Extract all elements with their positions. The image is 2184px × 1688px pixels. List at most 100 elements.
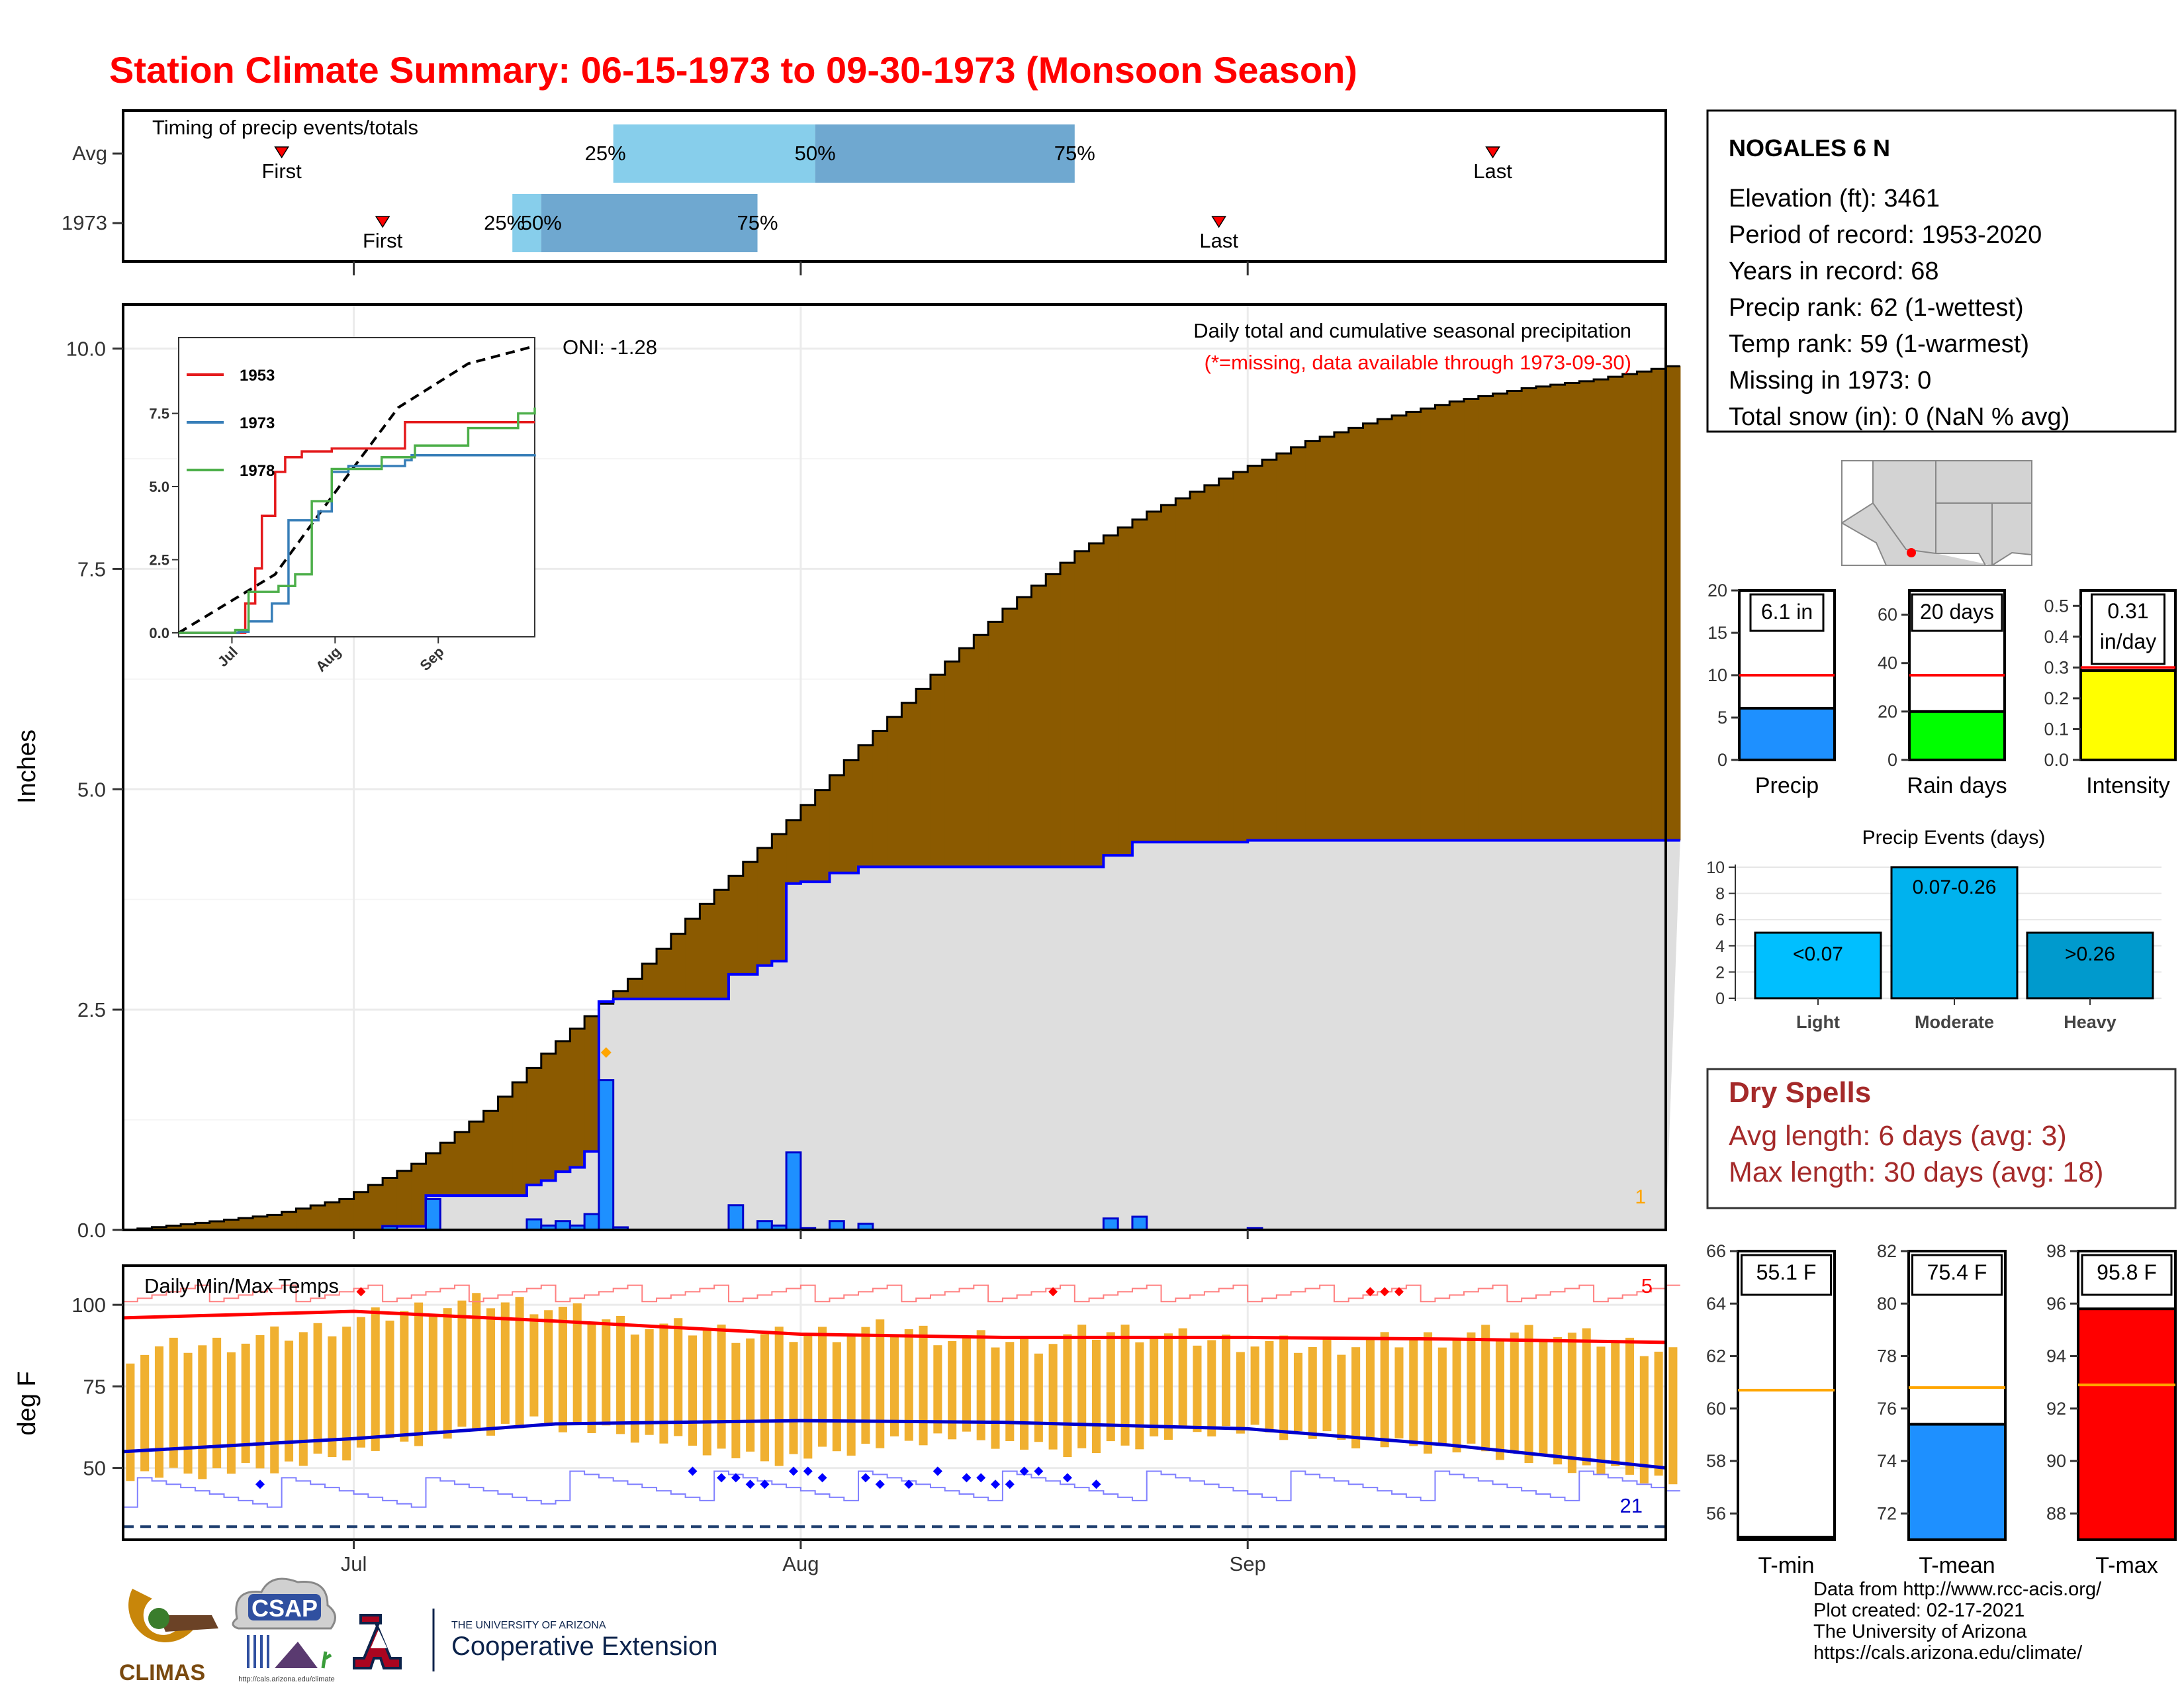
temp-summary-value-box [2081, 1254, 2173, 1296]
daily-temp-range-bar [933, 1345, 942, 1434]
daily-temp-range-bar [846, 1335, 856, 1456]
station-line-6: Total snow (in): 0 (NaN % avg) [1729, 403, 2070, 431]
daily-temp-range-bar [1424, 1332, 1433, 1454]
below-average-area [670, 933, 686, 1000]
cumulative-1973-line [123, 839, 1680, 1231]
events-ytick-label: 2 [1715, 963, 1725, 982]
timing-avg-q75-label: 75% [1054, 142, 1095, 165]
station-line-3: Precip rank: 62 (1-wettest) [1729, 294, 2024, 322]
ua-logo: THE UNIVERSITY OF ARIZONA Cooperative Ex… [353, 1609, 717, 1671]
below-average-area [469, 1121, 484, 1196]
precip-summary-ytick-label: 10 [1707, 665, 1727, 685]
below-average-area [455, 1132, 470, 1196]
below-average-area [959, 648, 974, 867]
daily-temp-range-bar [1308, 1346, 1317, 1439]
precip-event-category: Light [1796, 1012, 1840, 1032]
daily-temp-range-bar [1163, 1333, 1173, 1440]
record-low-marker [760, 1479, 770, 1489]
locator-map [1841, 460, 2032, 566]
footer-data-source: Data from http://www.rcc-acis.org/ [1813, 1579, 2102, 1600]
below-average-area [1218, 478, 1234, 843]
daily-temp-range-bar [1193, 1345, 1202, 1432]
precip-summary-ytick-label: 0.0 [2044, 750, 2069, 770]
record-high-count: 5 [1641, 1274, 1653, 1297]
daily-temp-range-bar [1207, 1340, 1216, 1436]
temp-summary-ytick-label: 60 [1706, 1399, 1726, 1419]
below-average-area [872, 731, 888, 867]
daily-temp-range-bar [313, 1323, 322, 1454]
precip-summary-ytick-label: 0.3 [2044, 657, 2069, 677]
timing-1973-q25-q50-bar [512, 194, 541, 252]
temp-summary-ytick-label: 92 [2046, 1399, 2066, 1419]
daily-temp-range-bar [328, 1336, 337, 1458]
daily-temp-range-bar [1091, 1339, 1101, 1454]
below-average-area [555, 1041, 570, 1172]
below-average-area [1348, 428, 1364, 841]
below-average-area [1406, 412, 1422, 841]
daily-temp-range-bar [803, 1334, 813, 1459]
timing-avg-q25-q50-bar [613, 124, 815, 183]
precip-summary-ytick-label: 20 [1707, 581, 1727, 600]
daily-temp-range-bar [126, 1363, 135, 1481]
daily-temp-range-bar [1394, 1347, 1404, 1439]
daily-temp-range-bar [1279, 1335, 1289, 1440]
daily-temp-range-bar [371, 1307, 380, 1451]
precip-ylabel: Inches [13, 729, 41, 804]
precip-event-bar [2026, 931, 2154, 1000]
below-average-area [570, 1028, 585, 1168]
below-average-area [829, 774, 844, 873]
below-average-area [786, 820, 801, 884]
daily-temp-range-bar [1236, 1352, 1245, 1434]
below-average-area [324, 1202, 340, 1230]
precip-events-title: Precip Events (days) [1862, 827, 2046, 849]
daily-temp-range-bar [400, 1311, 409, 1442]
precip-summary-value-label: 0.31 [2107, 599, 2148, 623]
below-average-area [339, 1199, 355, 1230]
precip-corner-count: 1 [1635, 1186, 1646, 1208]
temps-xtick-label: Sep [1230, 1552, 1266, 1575]
below-average-area [1377, 419, 1392, 841]
daily-temp-range-bar [1048, 1344, 1058, 1450]
daily-temp-range-bar [602, 1319, 611, 1426]
daily-temp-range-bar [991, 1347, 1000, 1449]
daily-temp-range-bar [1495, 1340, 1505, 1460]
daily-precip-bar [583, 1213, 600, 1231]
daily-temp-range-bar [1135, 1342, 1144, 1450]
daily-temp-range-bar [198, 1345, 207, 1479]
temps-xtick-label: Jul [341, 1552, 367, 1575]
below-average-area [1060, 563, 1075, 867]
daily-temp-range-bar [342, 1327, 351, 1461]
precip-summary-ytick-label: 20 [1878, 702, 1897, 722]
precip-summary-ytick-label: 0.4 [2044, 627, 2069, 647]
precip-summary-bars: 0 5 10 15 20 Precip 6.1 in 0 20 40 60 Rain days 20 d… [1707, 581, 2177, 798]
daily-precip-bar [1131, 1215, 1148, 1231]
oni-label: ONI: -1.28 [563, 336, 657, 359]
record-low-marker [1019, 1466, 1029, 1476]
daily-temp-range-bar [472, 1293, 481, 1432]
inset-ytick-label: 0.0 [149, 625, 169, 641]
below-average-area [1522, 388, 1537, 841]
below-average-area [1248, 465, 1263, 841]
below-average-area [642, 963, 657, 1000]
daily-temp-range-bar [457, 1300, 467, 1427]
record-low-marker [1005, 1479, 1015, 1489]
daily-temp-range-bar [270, 1326, 279, 1474]
record-low-count: 21 [1620, 1494, 1643, 1517]
daily-temp-range-bar [587, 1323, 596, 1434]
temp-summary-ytick-label: 74 [1877, 1451, 1897, 1471]
below-average-area [1666, 366, 1681, 841]
below-average-area [930, 675, 946, 867]
record-low-marker [745, 1479, 755, 1489]
precip-summary-value-box [1911, 593, 2003, 632]
daily-temp-range-bar [1611, 1342, 1620, 1466]
below-average-area [887, 717, 902, 867]
inset-ytick-label: 7.5 [149, 406, 169, 422]
below-average-area [411, 1164, 427, 1227]
below-average-area [944, 661, 960, 867]
daily-temp-range-bar [183, 1352, 193, 1474]
daily-temp-range-bar [789, 1342, 798, 1454]
timing-1973-first-marker [375, 216, 390, 228]
timing-avg-q50-q75-bar [815, 124, 1075, 183]
precip-summary-ytick-label: 0 [1717, 750, 1727, 770]
temp-summary-category-label: T-max [2095, 1553, 2158, 1578]
